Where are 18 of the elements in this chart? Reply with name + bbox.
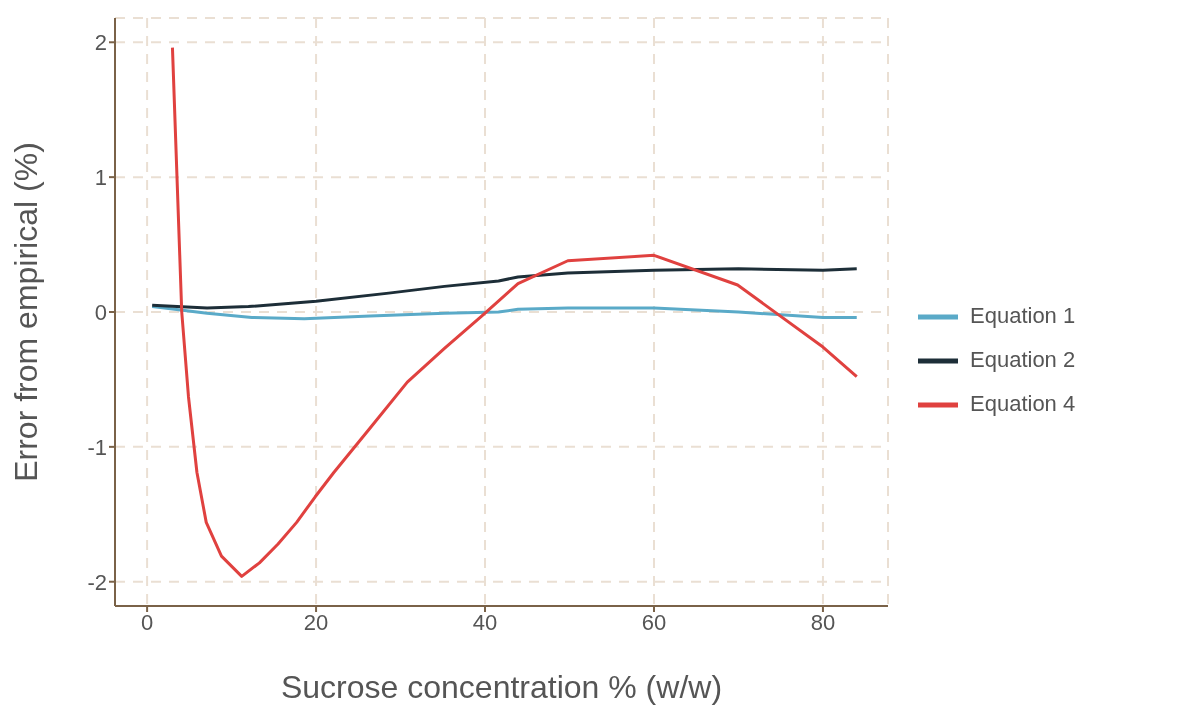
x-tick-label: 20: [303, 609, 329, 635]
line-series: [150, 305, 859, 321]
x-tick-label: 40: [472, 609, 498, 635]
y-tick-label: 2: [94, 30, 107, 56]
x-axis-title: Sucrose concentration % (w/w): [280, 669, 723, 705]
x-tick-label: 60: [641, 609, 667, 635]
legend-label: Equation 1: [970, 303, 1076, 328]
x-tick-label: 80: [810, 609, 836, 635]
legend-label: Equation 4: [970, 391, 1076, 416]
y-tick-label: -1: [87, 434, 107, 460]
y-tick-label: -2: [87, 569, 107, 595]
x-tick-label: 0: [140, 609, 154, 635]
line-series: [150, 267, 859, 310]
legend-label: Equation 2: [970, 347, 1076, 372]
y-tick-label: 0: [94, 299, 107, 325]
y-axis-title: Error from empirical (%): [8, 142, 45, 482]
line-series: [170, 46, 859, 578]
y-tick-label: 1: [94, 164, 107, 190]
